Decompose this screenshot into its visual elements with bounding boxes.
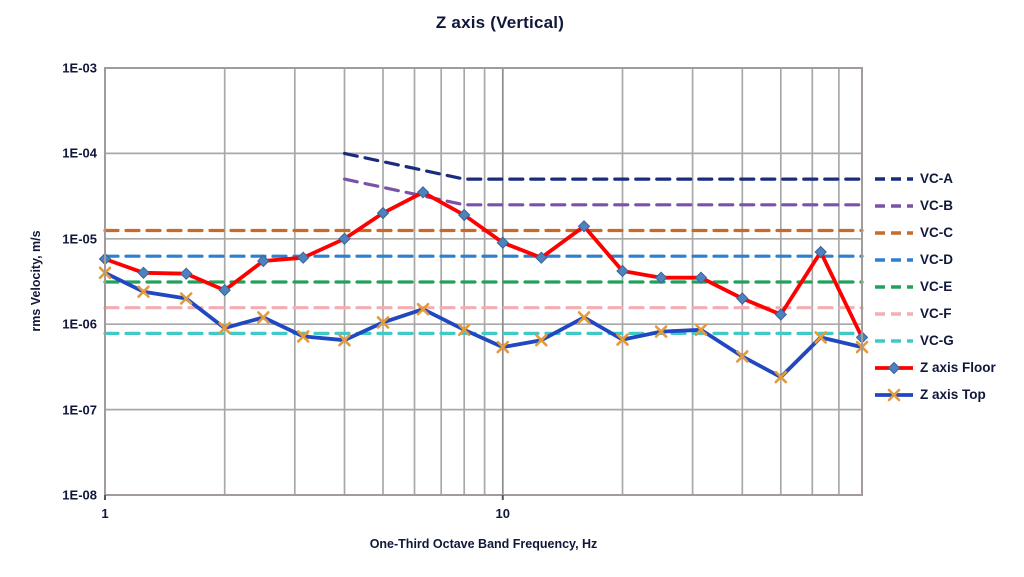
diamond-marker xyxy=(218,283,231,297)
series-lines xyxy=(98,151,869,384)
legend-item-vc-e: VC-E xyxy=(874,273,996,300)
diamond-marker xyxy=(887,361,901,374)
legend-label: VC-D xyxy=(920,252,953,267)
x-marker xyxy=(416,302,430,316)
diamond-marker xyxy=(814,245,827,259)
y-tick-label: 1E-07 xyxy=(62,402,97,418)
legend-label: VC-C xyxy=(920,225,953,240)
x-marker xyxy=(694,323,708,337)
x-marker xyxy=(654,325,668,338)
x-marker xyxy=(257,311,270,324)
diamond-marker xyxy=(179,267,193,280)
x-marker xyxy=(296,330,310,343)
diamond-marker xyxy=(338,232,351,246)
series-vc-b xyxy=(342,177,864,207)
legend-item-vc-g: VC-G xyxy=(874,327,996,354)
plot-frame xyxy=(104,67,863,500)
x-tick-label: 10 xyxy=(495,506,510,521)
legend-item-vc-f: VC-F xyxy=(874,300,996,327)
legend-swatch-vc-b xyxy=(875,203,913,208)
legend-item-vc-b: VC-B xyxy=(874,192,996,219)
legend: VC-A VC-B VC-C VC-D VC-E VC-F VC-G Z axis Floor… xyxy=(874,165,996,408)
legend-swatch-vc-e xyxy=(875,284,913,289)
x-marker xyxy=(218,321,231,335)
legend-item-vc-d: VC-D xyxy=(874,246,996,273)
y-axis-title: rms Velocity, m/s xyxy=(29,230,43,332)
y-tick-label: 1E-08 xyxy=(62,487,97,503)
legend-label: VC-A xyxy=(920,171,953,186)
diamond-marker xyxy=(535,251,548,264)
diamond-marker xyxy=(137,266,150,280)
y-tick-label: 1E-05 xyxy=(62,231,97,247)
diamond-marker xyxy=(376,206,390,220)
series-vc-a xyxy=(342,151,864,181)
x-marker xyxy=(814,331,827,344)
legend-item-vc-c: VC-C xyxy=(874,219,996,246)
series-z-axis-floor xyxy=(98,186,869,344)
diamond-marker xyxy=(296,251,310,264)
legend-swatch-z-axis-floor xyxy=(875,361,913,374)
x-marker xyxy=(179,292,193,305)
x-axis-title: One-Third Octave Band Frequency, Hz xyxy=(369,537,598,551)
x-marker xyxy=(338,333,351,347)
plot-border xyxy=(104,67,863,496)
diamond-marker xyxy=(577,220,591,233)
chart-title: Z axis (Vertical) xyxy=(435,13,565,32)
diamond-marker xyxy=(416,186,430,199)
x-marker xyxy=(736,350,749,363)
x-tick-label: 1 xyxy=(101,506,109,521)
diamond-marker xyxy=(774,308,788,321)
legend-item-z-axis-top: Z axis Top xyxy=(874,381,996,408)
legend-swatch-z-axis-top xyxy=(875,388,913,401)
series-line-z-axis-floor xyxy=(103,190,864,340)
legend-label: Z axis Top xyxy=(920,387,986,402)
y-tick-label: 1E-06 xyxy=(62,316,97,332)
series-line-vc-a xyxy=(342,151,864,181)
diamond-marker xyxy=(257,254,270,268)
series-line-z-axis-top xyxy=(103,270,864,379)
x-marker xyxy=(137,285,150,298)
x-marker xyxy=(616,333,629,346)
series-line-vc-b xyxy=(342,177,864,207)
legend-label: VC-B xyxy=(920,198,953,213)
legend-label: VC-E xyxy=(920,279,953,294)
x-marker xyxy=(457,323,471,337)
legend-swatch-vc-d xyxy=(875,257,913,262)
diamond-marker xyxy=(694,271,708,284)
y-tick-label: 1E-03 xyxy=(62,60,97,76)
x-marker xyxy=(774,370,788,384)
diamond-marker xyxy=(496,236,510,249)
x-marker xyxy=(535,333,548,347)
legend-item-z-axis-floor: Z axis Floor xyxy=(874,354,996,381)
x-marker xyxy=(577,311,591,324)
legend-item-vc-a: VC-A xyxy=(874,165,996,192)
legend-swatch-vc-g xyxy=(875,338,913,343)
legend-label: VC-F xyxy=(920,306,952,321)
legend-swatch-vc-c xyxy=(875,230,913,235)
x-marker xyxy=(496,340,510,354)
y-tick-label: 1E-04 xyxy=(62,145,97,161)
legend-swatch-vc-a xyxy=(875,176,913,181)
diamond-marker xyxy=(616,264,629,278)
x-marker xyxy=(376,316,390,329)
diamond-marker xyxy=(736,292,749,305)
diamond-marker xyxy=(457,208,471,222)
x-marker xyxy=(887,388,901,401)
legend-swatch-vc-f xyxy=(875,311,913,316)
diamond-marker xyxy=(654,271,668,284)
legend-label: Z axis Floor xyxy=(920,360,996,375)
legend-label: VC-G xyxy=(920,333,954,348)
